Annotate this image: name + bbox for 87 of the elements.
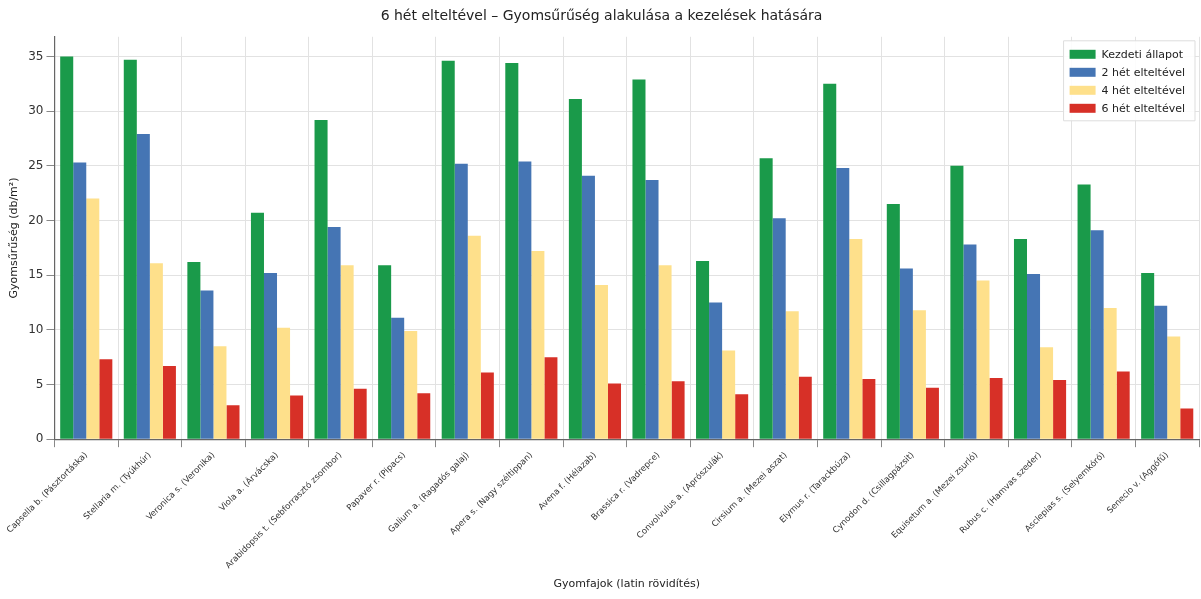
bar (1053, 380, 1067, 439)
bar (886, 204, 900, 439)
bar (836, 168, 850, 439)
bar (531, 251, 545, 439)
bar (73, 162, 87, 439)
y-tick-label: 15 (28, 267, 44, 282)
bar (849, 239, 863, 439)
bar (671, 381, 685, 439)
bar (467, 235, 481, 439)
bar (696, 260, 710, 439)
bar (505, 63, 519, 439)
bar (250, 212, 264, 439)
bar (912, 310, 926, 439)
bar (544, 357, 558, 439)
y-tick-label: 25 (28, 157, 44, 172)
bar (162, 365, 176, 439)
bar (925, 387, 939, 439)
y-tick-label: 0 (35, 431, 44, 446)
chart-title: 6 hét elteltével – Gyomsűrűség alakulása a kezelések hatására (380, 7, 823, 24)
bar (1116, 371, 1130, 439)
bar (709, 302, 723, 439)
bar (645, 180, 659, 439)
bar (581, 175, 595, 439)
bar (200, 290, 214, 439)
bar (899, 268, 913, 439)
bar (290, 395, 304, 439)
bar (1103, 307, 1117, 439)
bar (735, 394, 749, 439)
bar (1013, 239, 1027, 439)
bar (149, 263, 163, 439)
bar (340, 265, 354, 439)
bar (1154, 305, 1168, 439)
bar (60, 56, 74, 439)
bar (99, 359, 113, 439)
bar (632, 79, 646, 439)
bar (722, 350, 736, 439)
bar (391, 317, 405, 439)
bar (1077, 184, 1091, 439)
bar (759, 158, 773, 439)
bar (378, 265, 392, 439)
bar (1167, 336, 1181, 439)
bar (798, 376, 812, 439)
bar (417, 393, 431, 439)
bar (963, 244, 977, 439)
bar (277, 327, 291, 439)
y-tick-label: 35 (28, 48, 44, 63)
x-axis-title: Gyomfajok (latin rövidítés) (553, 577, 700, 591)
bar (862, 379, 876, 439)
y-tick-label: 10 (28, 321, 44, 336)
bar (123, 59, 137, 439)
legend-label: Kezdeti állapot (1101, 47, 1184, 61)
bar (1027, 274, 1041, 439)
bar (454, 163, 468, 439)
bar (1040, 347, 1054, 439)
y-tick-label: 20 (28, 212, 44, 227)
legend-label: 4 hét elteltével (1101, 83, 1185, 97)
bar (950, 165, 964, 439)
y-tick-label: 5 (35, 376, 44, 391)
bar (441, 60, 455, 439)
bar (263, 272, 278, 439)
bar (327, 227, 341, 439)
y-axis-title: Gyomsűrűség (db/m²) (7, 177, 21, 299)
bar (607, 383, 622, 439)
y-tick-label: 30 (28, 103, 44, 118)
bar (772, 218, 786, 439)
bar (226, 405, 240, 439)
bar (785, 311, 799, 439)
legend-label: 6 hét elteltével (1101, 101, 1185, 115)
bar (823, 83, 837, 439)
bar (187, 262, 201, 439)
bar (353, 388, 367, 439)
bar (594, 285, 608, 439)
bar (314, 119, 328, 439)
bar (1141, 272, 1155, 439)
bar (989, 377, 1003, 439)
bar (1090, 230, 1104, 439)
bar (404, 330, 418, 439)
bar (480, 372, 494, 439)
bar (976, 280, 990, 439)
bar (86, 198, 100, 439)
bar (568, 99, 582, 439)
bar (658, 265, 672, 439)
bar (136, 134, 150, 439)
legend-label: 2 hét elteltével (1101, 65, 1185, 79)
bar (518, 161, 532, 439)
bar (213, 346, 227, 439)
bar (1180, 408, 1194, 439)
